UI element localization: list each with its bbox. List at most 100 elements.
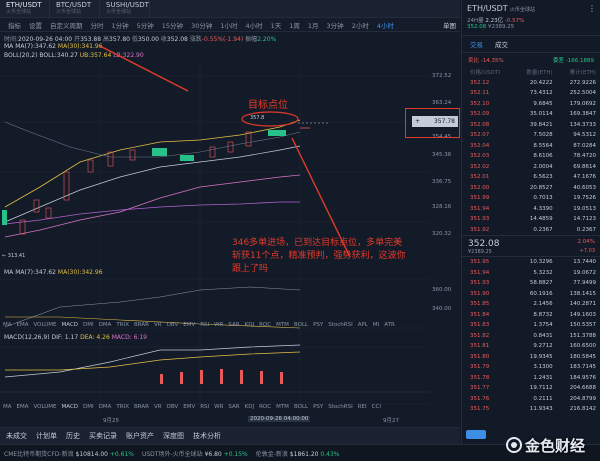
ind-tab[interactable]: ROC <box>259 404 272 410</box>
ind-tab[interactable]: VR <box>153 404 162 410</box>
toolbar-custom-period[interactable]: 自定义周期 <box>50 21 83 30</box>
period-1h[interactable]: 1小时 <box>220 21 238 30</box>
ind-tab[interactable]: BOLL <box>293 404 309 410</box>
normal-mode-button[interactable] <box>466 430 486 439</box>
ask-row[interactable]: 352.11 73.4312 252.5004 <box>462 88 600 99</box>
ind-tab[interactable]: DMA <box>98 322 112 328</box>
ind-tab[interactable]: RSI <box>200 322 210 328</box>
bid-row[interactable]: 351.77 19.7112 204.6688 <box>462 383 600 394</box>
ind-tab[interactable]: ATR <box>384 322 395 328</box>
bid-row[interactable]: 351.81 9.2712 160.6500 <box>462 341 600 352</box>
ask-row[interactable]: 352.07 7.5028 94.5312 <box>462 130 600 141</box>
ind-tab[interactable]: DMA <box>98 404 112 410</box>
period-4h-active[interactable]: 4小时 <box>376 21 394 30</box>
ind-tab[interactable]: MI <box>372 322 380 328</box>
pair-tab-sushi[interactable]: SUSHI/USDT 火币全球站 <box>100 0 150 17</box>
ask-row[interactable]: 351.93 14.4859 14.7123 <box>462 214 600 225</box>
ask-row[interactable]: 352.12 20.4222 272.9226 <box>462 78 600 89</box>
tab-assets[interactable]: 账户资产 <box>126 432 154 440</box>
period-timeline[interactable]: 分时 <box>90 21 104 30</box>
bid-row[interactable]: 351.75 11.9343 216.8142 <box>462 404 600 415</box>
ind-tab[interactable]: VR <box>153 322 162 328</box>
ticker-item[interactable]: USDT场外-火币全球站 ¥6.80 +0.15% <box>142 449 248 458</box>
ind-tab[interactable]: ROC <box>259 322 272 328</box>
ind-tab[interactable]: WR <box>214 404 224 410</box>
bid-row[interactable]: 351.93 58.8827 77.9499 <box>462 278 600 289</box>
ind-tab[interactable]: SAR <box>228 404 240 410</box>
chart-type-select[interactable]: 单图 <box>443 21 456 30</box>
period-15min[interactable]: 15分钟 <box>161 21 184 30</box>
tab-technical[interactable]: 技术分析 <box>193 432 221 440</box>
ask-row[interactable]: 352.00 20.8527 40.6053 <box>462 183 600 194</box>
ind-tab[interactable]: DMI <box>83 322 94 328</box>
toolbar-indicators[interactable]: 指标 <box>8 21 21 30</box>
tab-trade[interactable]: 交易 <box>470 41 483 49</box>
ticker-item[interactable]: 伦敦金-新浪 $1861.20 0.43% <box>256 449 340 458</box>
toolbar-settings[interactable]: 设置 <box>29 21 42 30</box>
ask-row[interactable]: 352.10 9.6845 179.0692 <box>462 99 600 110</box>
bid-row[interactable]: 351.95 10.3296 13.7440 <box>462 257 600 268</box>
ind-tab[interactable]: KDJ <box>244 404 255 410</box>
ind-tab[interactable]: SAR <box>228 322 240 328</box>
bid-row[interactable]: 351.78 1.2431 184.9576 <box>462 373 600 384</box>
ind-tab[interactable]: MACD <box>61 404 79 410</box>
ind-tab[interactable]: MA <box>3 322 12 328</box>
tab-depth[interactable]: 深度图 <box>163 432 184 440</box>
ind-tab[interactable]: MTM <box>276 404 289 410</box>
more-icon[interactable]: ⋮ <box>588 4 596 13</box>
bid-row[interactable]: 351.94 5.3232 19.0672 <box>462 268 600 279</box>
bid-row[interactable]: 351.84 8.8732 149.1603 <box>462 310 600 321</box>
ask-row[interactable]: 352.09 35.0114 169.3847 <box>462 109 600 120</box>
ask-row[interactable]: 352.04 8.5564 87.0284 <box>462 141 600 152</box>
ind-tab[interactable]: StochRSI <box>328 322 353 328</box>
ind-tab[interactable]: MACD <box>61 322 79 328</box>
ind-tab[interactable]: StochRSI <box>328 404 353 410</box>
period-3min[interactable]: 3分钟 <box>326 21 344 30</box>
ind-tab[interactable]: OBV <box>166 322 179 328</box>
ind-tab[interactable]: PSY <box>313 322 324 328</box>
ind-tab[interactable]: EMA <box>16 322 29 328</box>
period-1d[interactable]: 1天 <box>270 21 282 30</box>
ind-tab[interactable]: MA <box>3 404 12 410</box>
pair-tab-eth[interactable]: ETH/USDT 火币全球站 <box>0 0 50 17</box>
pair-tab-btc[interactable]: BTC/USDT 火币全球站 <box>50 0 100 17</box>
ask-row[interactable]: 352.01 6.5623 47.1676 <box>462 172 600 183</box>
period-1mon[interactable]: 1月 <box>307 21 319 30</box>
period-30min[interactable]: 30分钟 <box>191 21 213 30</box>
period-5min[interactable]: 5分钟 <box>136 21 154 30</box>
tab-trade-records[interactable]: 买卖记录 <box>89 432 117 440</box>
ind-tab[interactable]: DMI <box>83 404 94 410</box>
ind-tab[interactable]: KDJ <box>244 322 255 328</box>
ind-tab[interactable]: CCI <box>371 404 381 410</box>
ind-tab[interactable]: OBV <box>166 404 179 410</box>
ind-tab[interactable]: PSY <box>313 404 324 410</box>
bid-row[interactable]: 351.76 0.2111 204.8799 <box>462 394 600 405</box>
ind-tab[interactable]: REI <box>357 404 367 410</box>
period-1w[interactable]: 1周 <box>289 21 300 30</box>
ind-tab[interactable]: EMV <box>183 322 196 328</box>
ind-tab[interactable]: BRAR <box>133 322 149 328</box>
tab-plan-orders[interactable]: 计划单 <box>36 432 57 440</box>
ticker-item[interactable]: CME比特币期货CFD-新浪 $10814.00 +0.61% <box>4 449 134 458</box>
tab-open-orders[interactable]: 未成交 <box>6 432 27 440</box>
bid-row[interactable]: 351.85 2.1456 140.2871 <box>462 299 600 310</box>
ind-tab[interactable]: APL <box>357 322 368 328</box>
bid-row[interactable]: 351.82 0.8431 151.3788 <box>462 331 600 342</box>
ind-tab[interactable]: TRIX <box>116 322 129 328</box>
bid-row[interactable]: 351.80 19.9345 180.5845 <box>462 352 600 363</box>
bid-row[interactable]: 351.90 60.1916 138.1415 <box>462 289 600 300</box>
tab-deals[interactable]: 成交 <box>495 41 508 49</box>
ask-row[interactable]: 351.99 0.7013 19.7526 <box>462 193 600 204</box>
ind-tab[interactable]: WR <box>214 322 224 328</box>
ind-tab[interactable]: TRIX <box>116 404 129 410</box>
tab-history[interactable]: 历史 <box>66 432 80 440</box>
bid-row[interactable]: 351.83 1.3754 150.5357 <box>462 320 600 331</box>
ind-tab[interactable]: EMA <box>16 404 29 410</box>
period-2h[interactable]: 2小时 <box>351 21 369 30</box>
ind-tab[interactable]: BRAR <box>133 404 149 410</box>
bid-row[interactable]: 351.79 3.1300 183.7145 <box>462 362 600 373</box>
chart-area[interactable]: 时间:2020-09-26 04:00 开353.88 高357.80 低350… <box>0 32 460 427</box>
ind-tab[interactable]: VOLUME <box>33 322 57 328</box>
period-4h[interactable]: 4小时 <box>245 21 263 30</box>
ask-row[interactable]: 352.03 8.6106 78.4720 <box>462 151 600 162</box>
